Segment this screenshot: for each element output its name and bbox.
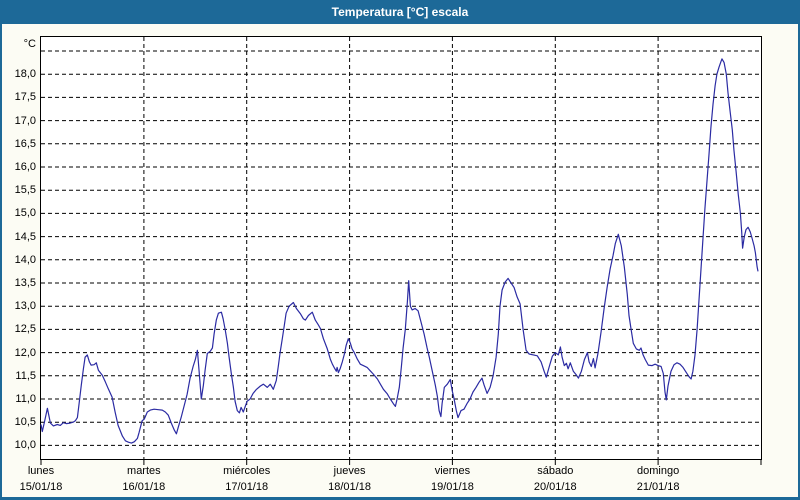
y-axis-label: 16,0: [14, 161, 36, 173]
x-axis-day-label: miércoles: [223, 465, 271, 477]
chart-plot-area: [40, 36, 762, 465]
y-axis-label: 17,5: [14, 91, 36, 104]
y-axis-label: 11,0: [15, 393, 36, 405]
y-axis-label: 11,5: [15, 369, 36, 382]
y-axis-label: 18,0: [14, 68, 36, 81]
y-axis-label: 13,5: [14, 277, 36, 289]
y-axis-label: 16,5: [14, 137, 36, 150]
y-axis-label: 10,5: [14, 416, 36, 429]
y-axis-label: 15,0: [14, 207, 36, 220]
title-bar: Temperatura [°C] escala: [0, 0, 800, 24]
x-axis-day-label: domingo: [637, 465, 680, 477]
x-axis-date-label: 19/01/18: [431, 481, 474, 493]
x-axis-date-label: 15/01/18: [19, 481, 63, 493]
y-axis-label: 14,5: [14, 230, 36, 243]
x-axis-day-label: viernes: [434, 465, 471, 477]
temperature-series-line: [40, 58, 759, 444]
x-axis-date-label: 18/01/18: [328, 481, 371, 493]
y-axis-unit-label: °C: [23, 38, 36, 50]
y-axis-label: 10,0: [14, 439, 36, 452]
x-axis-date-label: 20/01/18: [533, 481, 577, 493]
x-axis-day-label: sábado: [537, 465, 574, 477]
y-axis-label: 17,0: [14, 114, 36, 127]
y-axis-label: 15,5: [14, 184, 36, 197]
x-axis-date-label: 21/01/18: [636, 481, 680, 493]
x-axis-day-label: jueves: [333, 465, 366, 477]
window-title: Temperatura [°C] escala: [331, 5, 469, 19]
x-axis-day-label: lunes: [27, 465, 55, 477]
y-axis-label: 12,5: [14, 323, 36, 336]
x-axis-date-label: 17/01/18: [225, 481, 269, 493]
plot-border: [40, 36, 762, 460]
x-axis-date-label: 16/01/18: [122, 481, 166, 493]
y-axis-label: 13,0: [14, 300, 36, 313]
y-axis-label: 12,0: [14, 346, 36, 359]
y-axis-label: 14,0: [14, 253, 36, 266]
x-axis-day-label: martes: [127, 465, 161, 477]
